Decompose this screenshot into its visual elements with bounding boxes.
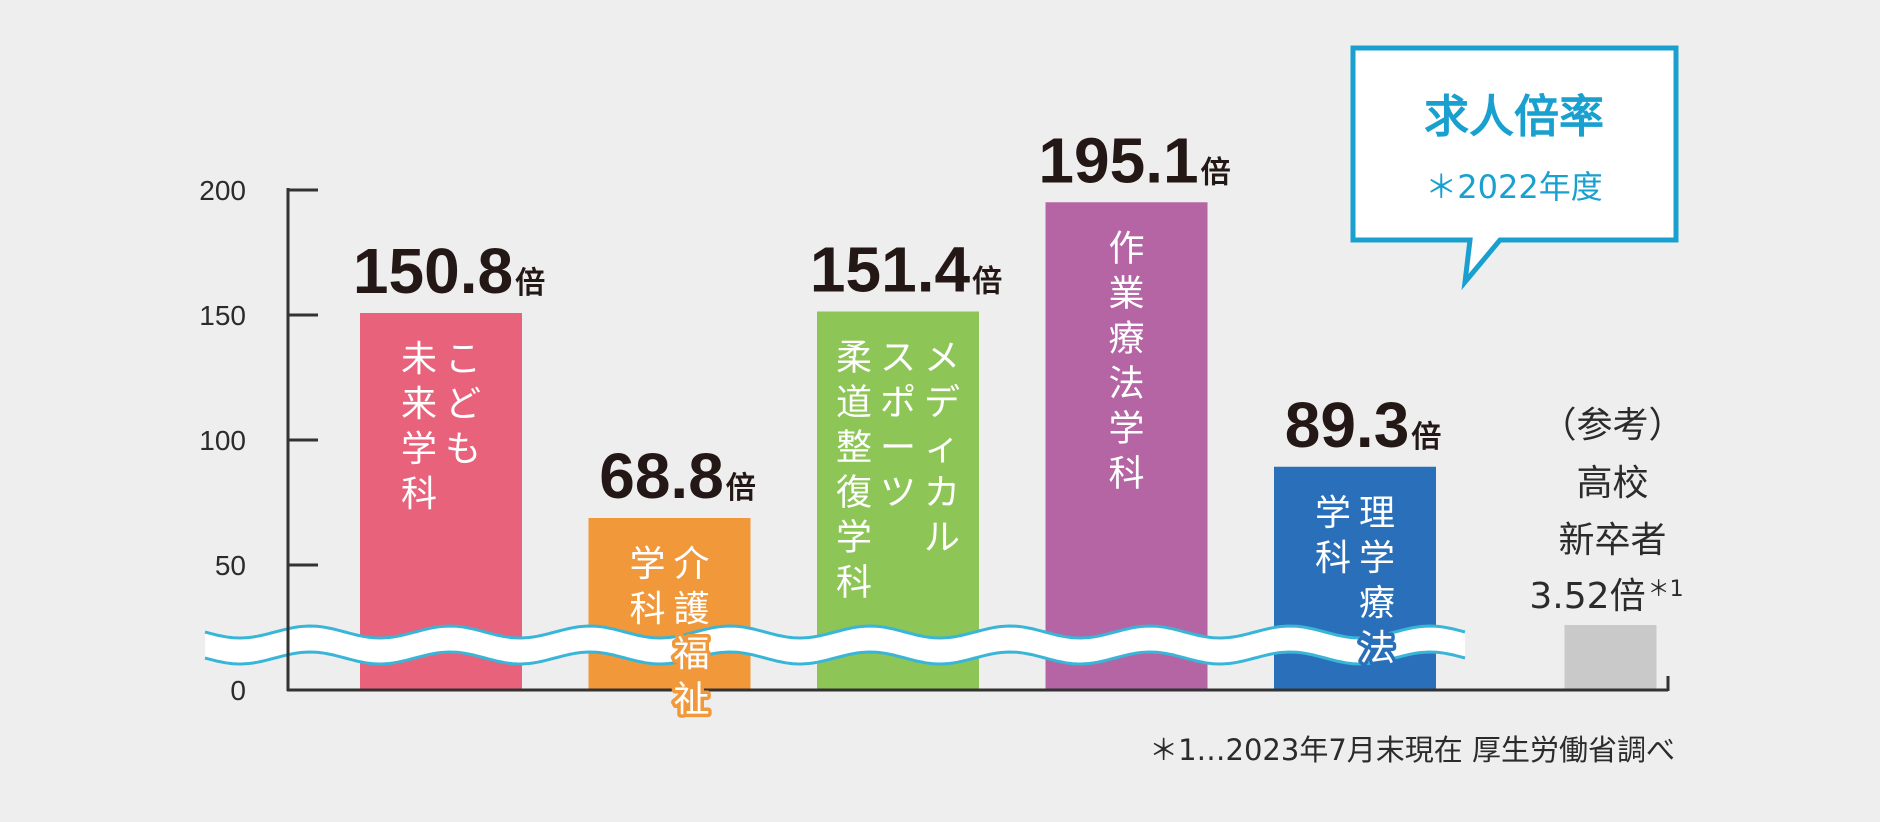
bar xyxy=(1045,202,1208,690)
bar-name-char: 理 xyxy=(1359,493,1395,534)
y-tick-label: 100 xyxy=(199,425,246,456)
bar-name-char: ど xyxy=(445,384,481,425)
footnote: ＊1…2023年7月末現在 厚生労働省調べ xyxy=(1149,733,1675,767)
bar-name-char: こ xyxy=(445,339,481,380)
chart-subtitle: ＊2022年度 xyxy=(1425,168,1602,206)
axis-break-wave-bottom xyxy=(204,650,1466,666)
bar-name-char: ル xyxy=(924,518,960,559)
bar-name-char: 学 xyxy=(629,544,665,585)
bar-value-label: 150.8倍 xyxy=(353,235,545,307)
bar-value-label: 89.3倍 xyxy=(1285,389,1442,461)
bar-name-char: 科 xyxy=(629,589,665,630)
bar-name-char: デ xyxy=(924,383,960,424)
bar-value-label: 68.8倍 xyxy=(599,440,756,512)
bar-value-label: 151.4倍 xyxy=(810,234,1002,306)
bar-name-char: も xyxy=(445,429,481,470)
bar-name-char: 道 xyxy=(836,383,872,424)
bar-name-char: 法 xyxy=(1359,628,1395,669)
bar-name-char: 柔 xyxy=(836,338,872,379)
bar-name-char: 科 xyxy=(401,474,437,515)
bar-name-char: 学 xyxy=(1108,408,1144,449)
y-tick-label: 150 xyxy=(199,300,246,331)
bar-name-char: 福 xyxy=(673,634,709,675)
bar-name-char: ス xyxy=(880,338,916,379)
bar-name-char: 科 xyxy=(1315,538,1351,579)
bar-value-label: 195.1倍 xyxy=(1038,124,1230,196)
bar-name-char: 未 xyxy=(401,339,437,380)
axis-break-band xyxy=(205,626,1465,664)
reference-bar xyxy=(1564,625,1657,690)
reference-value: 3.52倍＊1 xyxy=(1529,576,1683,617)
bar-name-char: 法 xyxy=(1108,363,1144,404)
bar-name-char: 作 xyxy=(1108,228,1144,269)
reference-label: （参考） xyxy=(1540,405,1684,446)
y-tick-label: 50 xyxy=(215,550,246,581)
reference-label: 高校 xyxy=(1576,463,1648,504)
bar-name-char: 学 xyxy=(836,518,872,559)
axis-break-wave-top xyxy=(204,624,1466,640)
bar xyxy=(817,311,979,690)
bar-name-char: ィ xyxy=(924,428,960,469)
bar-name-char: 科 xyxy=(836,563,872,604)
bar-name-char: 療 xyxy=(1108,318,1144,359)
bar-name-char: 科 xyxy=(1108,453,1144,494)
bar-name-char: カ xyxy=(924,473,960,514)
chart-title: 求人倍率 xyxy=(1424,90,1604,143)
bar-name-char: 復 xyxy=(836,473,872,514)
bar-name-char: 祉 xyxy=(673,679,709,720)
bar-name-char: 学 xyxy=(1315,493,1351,534)
bar-name-char: 護 xyxy=(673,589,709,630)
y-tick-label: 0 xyxy=(230,675,246,706)
y-tick-label: 200 xyxy=(199,175,246,206)
bar-name-char: ー xyxy=(880,428,916,469)
bar-name-char: ツ xyxy=(880,473,916,514)
bar-name-char: 介 xyxy=(673,544,709,585)
reference-label: 新卒者 xyxy=(1558,520,1666,561)
bar-name-char: 療 xyxy=(1359,583,1395,624)
bar-name-char: 来 xyxy=(401,384,437,425)
bar-name-char: メ xyxy=(924,338,960,379)
bar-name-char: 業 xyxy=(1108,273,1144,314)
bar-name-char: 学 xyxy=(401,429,437,470)
bar-name-char: ポ xyxy=(880,383,916,424)
bar-name-char: 学 xyxy=(1359,538,1395,579)
title-callout-box xyxy=(1350,45,1679,291)
bar-name-char: 整 xyxy=(836,428,872,469)
